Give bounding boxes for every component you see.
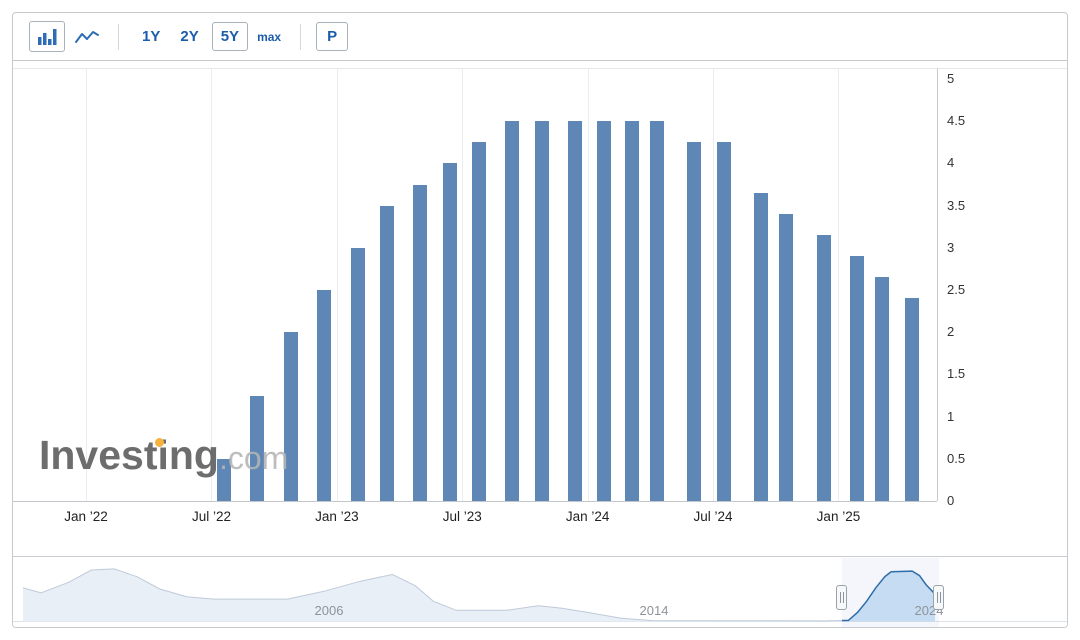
watermark-suffix: .com [218, 440, 289, 476]
x-axis-label: Jul ’23 [442, 509, 482, 524]
y-axis-label: 4.5 [947, 113, 966, 129]
bar[interactable] [442, 163, 457, 501]
bar[interactable] [716, 142, 731, 501]
x-axis-label: Jan ’24 [565, 509, 610, 524]
navigator[interactable]: 2006 2014 2024 [13, 556, 1067, 627]
range-2y-button[interactable]: 2Y [173, 23, 205, 50]
gridline [211, 69, 213, 501]
range-1y-button[interactable]: 1Y [135, 23, 167, 50]
plot-area[interactable] [13, 68, 937, 502]
bar[interactable] [649, 121, 664, 501]
y-axis-label: 2 [947, 324, 955, 340]
bar[interactable] [380, 205, 395, 501]
y-axis-label: 3.5 [947, 197, 966, 213]
bar[interactable] [283, 332, 298, 501]
bar[interactable] [505, 121, 520, 501]
navigator-handle-right[interactable] [933, 585, 944, 610]
bar[interactable] [904, 298, 919, 501]
bar[interactable] [250, 395, 265, 501]
navigator-year-label: 2006 [314, 603, 344, 618]
bar[interactable] [850, 256, 865, 501]
x-axis-label: Jan ’22 [64, 509, 108, 524]
y-axis: 5 4.5 4 3.5 3 2.5 2 1.5 1 0.5 0 [937, 68, 1067, 508]
range-max-button[interactable]: max [254, 25, 284, 49]
bar[interactable] [779, 214, 794, 501]
bar-chart-type-button[interactable] [29, 21, 65, 52]
period-button[interactable]: P [316, 22, 349, 51]
bar[interactable] [687, 142, 702, 501]
bar[interactable] [534, 121, 549, 501]
watermark-orange-dot-icon [155, 438, 164, 447]
bar[interactable] [350, 247, 365, 501]
y-axis-label: 1 [947, 408, 955, 424]
gridline [86, 69, 88, 501]
navigator-year-label: 2014 [639, 603, 669, 618]
bar[interactable] [875, 277, 890, 501]
y-axis-label: 0 [947, 493, 955, 508]
x-axis-label: Jul ’24 [693, 509, 733, 524]
investing-watermark: Investing.com [39, 435, 288, 476]
gridline [587, 69, 589, 501]
bar[interactable] [217, 458, 231, 501]
y-axis-label: 5 [947, 71, 955, 86]
main-chart: 5 4.5 4 3.5 3 2.5 2 1.5 1 0.5 0 Jan ’22 Jul ’22 Jan … [13, 61, 1067, 556]
bar[interactable] [317, 290, 332, 501]
navigator-chart [13, 558, 1067, 627]
x-axis: Jan ’22 Jul ’22 Jan ’23 Jul ’23 Jan ’24 Jul ’… [13, 509, 937, 531]
x-axis-label: Jul ’22 [191, 509, 231, 524]
y-axis-label: 0.5 [947, 450, 966, 466]
gridline [838, 69, 840, 501]
toolbar-separator [118, 23, 119, 50]
gridline [462, 69, 464, 501]
line-chart-icon [75, 30, 99, 43]
bar[interactable] [568, 121, 583, 501]
y-axis-label: 4 [947, 155, 955, 171]
gridline [713, 69, 715, 501]
bar-chart-icon [38, 28, 57, 45]
navigator-handle-left[interactable] [836, 585, 847, 610]
bar[interactable] [816, 235, 831, 501]
y-axis-label: 1.5 [947, 366, 966, 382]
bar[interactable] [754, 192, 769, 501]
line-chart-type-button[interactable] [69, 21, 105, 52]
bar[interactable] [597, 121, 612, 501]
x-axis-label: Jan ’25 [816, 509, 861, 524]
toolbar: 1Y 2Y 5Y max P [13, 13, 1067, 61]
bar[interactable] [413, 184, 428, 501]
watermark-brand: Investing [39, 432, 219, 478]
gridline [336, 69, 338, 501]
toolbar-separator [300, 23, 302, 50]
x-axis-label: Jan ’23 [315, 509, 359, 524]
y-axis-label: 2.5 [947, 282, 966, 297]
bar[interactable] [624, 121, 639, 501]
bar[interactable] [471, 142, 486, 501]
y-axis-label: 3 [947, 239, 955, 255]
range-5y-button[interactable]: 5Y [211, 22, 249, 51]
chart-widget: 1Y 2Y 5Y max P 5 4.5 4 3.5 3 2.5 2 1.5 1 0.5 0 Jan… [12, 12, 1068, 628]
